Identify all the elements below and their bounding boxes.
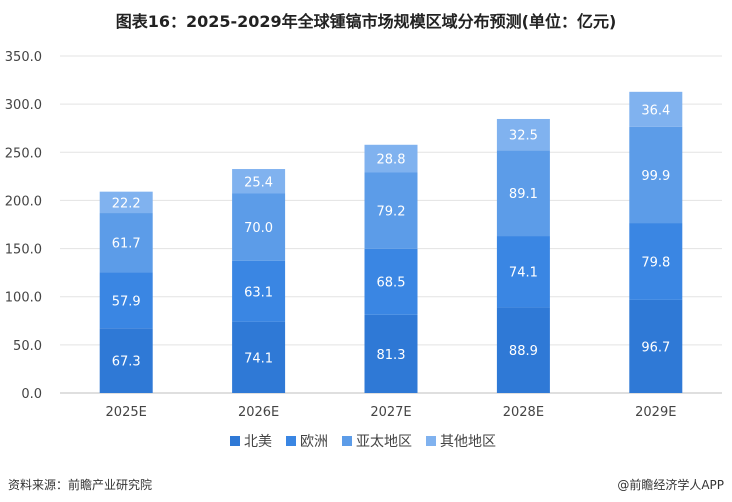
x-tick-label: 2028E bbox=[503, 405, 544, 420]
data-label: 68.5 bbox=[377, 276, 406, 291]
data-label: 67.3 bbox=[112, 355, 141, 370]
y-tick-label: 250.0 bbox=[5, 146, 42, 161]
data-label: 81.3 bbox=[377, 348, 406, 363]
legend-label: 欧洲 bbox=[300, 434, 328, 450]
bar-segment bbox=[99, 213, 153, 273]
bar-segment bbox=[496, 236, 550, 308]
legend-swatch bbox=[342, 436, 352, 446]
brand-note: @前瞻经济学人APP bbox=[617, 478, 724, 492]
x-tick-label: 2029E bbox=[635, 405, 676, 420]
legend-swatch bbox=[426, 436, 436, 446]
x-tick-label: 2027E bbox=[370, 405, 411, 420]
bar-segment bbox=[232, 193, 286, 261]
y-tick-label: 200.0 bbox=[5, 194, 42, 209]
data-label: 63.1 bbox=[244, 285, 273, 300]
data-label: 57.9 bbox=[112, 294, 141, 309]
y-tick-label: 300.0 bbox=[5, 98, 42, 113]
data-label: 25.4 bbox=[244, 175, 273, 190]
data-label: 22.2 bbox=[112, 196, 141, 211]
bar-segment bbox=[364, 144, 418, 173]
bar-segment bbox=[232, 169, 286, 194]
bar-segment bbox=[232, 321, 286, 393]
data-label: 96.7 bbox=[641, 340, 670, 355]
legend-label: 北美 bbox=[244, 434, 272, 450]
y-tick-label: 150.0 bbox=[5, 243, 42, 258]
bar-segment bbox=[496, 118, 550, 151]
bar-segment bbox=[629, 223, 683, 300]
bar-segment bbox=[496, 150, 550, 237]
bar-segment bbox=[99, 272, 153, 329]
data-label: 70.0 bbox=[244, 221, 273, 236]
bar-segment bbox=[629, 126, 683, 224]
bar-segment bbox=[629, 91, 683, 127]
bar-segment bbox=[364, 248, 418, 315]
data-label: 32.5 bbox=[509, 129, 538, 144]
data-label: 61.7 bbox=[112, 237, 141, 252]
legend-label: 其他地区 bbox=[440, 434, 496, 450]
x-tick-label: 2026E bbox=[238, 405, 279, 420]
y-tick-label: 350.0 bbox=[5, 50, 42, 65]
x-tick-label: 2025E bbox=[106, 405, 147, 420]
legend-swatch bbox=[230, 436, 240, 446]
y-tick-label: 50.0 bbox=[13, 339, 42, 354]
data-label: 36.4 bbox=[641, 103, 670, 118]
bar-segment bbox=[364, 314, 418, 393]
data-label: 79.8 bbox=[641, 255, 670, 270]
y-tick-label: 0.0 bbox=[21, 387, 42, 402]
bar-segment bbox=[629, 299, 683, 393]
data-label: 89.1 bbox=[509, 187, 538, 202]
source-note: 资料来源：前瞻产业研究院 bbox=[8, 478, 153, 492]
data-label: 74.1 bbox=[509, 266, 538, 281]
bar-segment bbox=[99, 191, 153, 214]
data-label: 28.8 bbox=[377, 153, 406, 168]
legend-swatch bbox=[286, 436, 296, 446]
bar-segment bbox=[232, 260, 286, 322]
legend-label: 亚太地区 bbox=[356, 434, 412, 450]
bar-segment bbox=[496, 307, 550, 393]
y-tick-label: 100.0 bbox=[5, 291, 42, 306]
bar-segment bbox=[364, 172, 418, 249]
data-label: 79.2 bbox=[377, 205, 406, 220]
chart-title: 图表16：2025-2029年全球锺镐市场规模区域分布预测(单位：亿元) bbox=[115, 12, 617, 31]
data-label: 88.9 bbox=[509, 344, 538, 359]
data-label: 99.9 bbox=[641, 169, 670, 184]
bar-segment bbox=[99, 328, 153, 393]
data-label: 74.1 bbox=[244, 351, 273, 366]
